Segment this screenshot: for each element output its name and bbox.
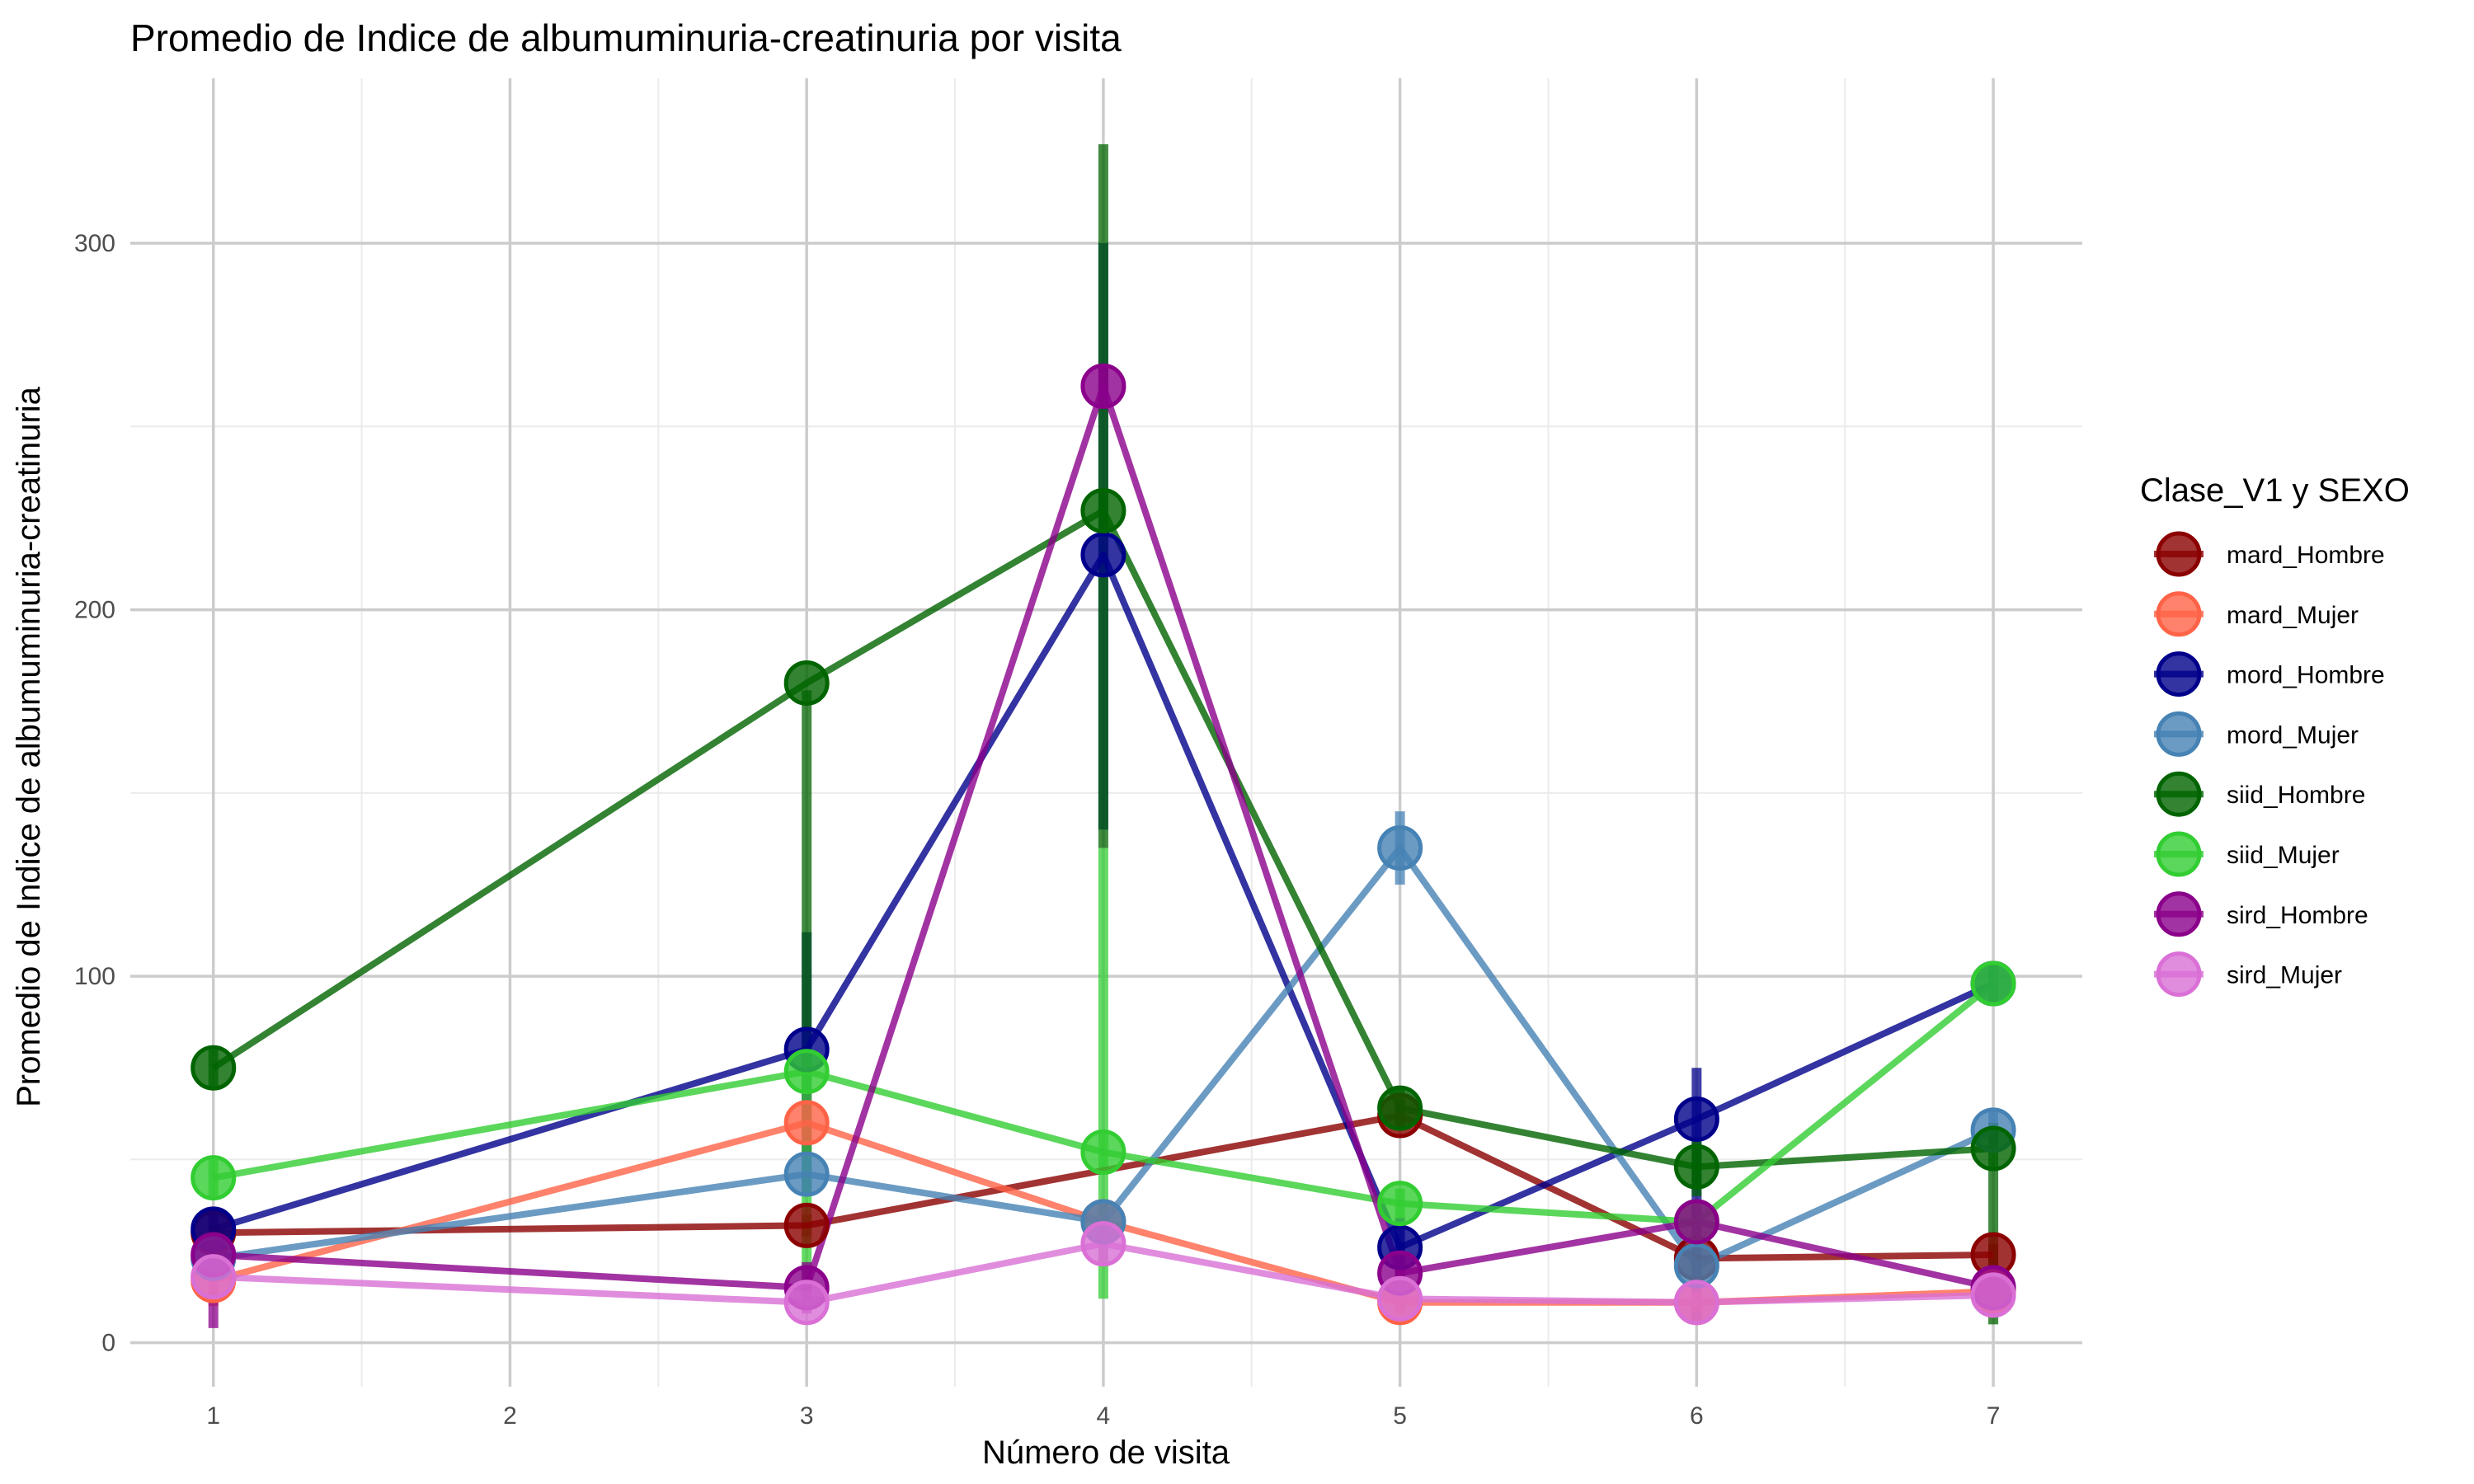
- legend-items: mard_Hombre mard_Mujer mord_Hombre mord_Muj…: [2154, 531, 2385, 998]
- data-point-siid_Mujer: [1970, 960, 2016, 1007]
- legend-item-mord_Mujer: mord_Mujer: [2154, 711, 2359, 757]
- legend-label: mard_Mujer: [2227, 602, 2359, 629]
- legend-label: sird_Hombre: [2227, 902, 2368, 929]
- series-lines: [211, 383, 1996, 1306]
- data-point-mord_Mujer: [1377, 825, 1423, 871]
- data-point-siid_Hombre: [1673, 1144, 1719, 1190]
- y-tick-label: 100: [74, 963, 115, 990]
- chart-title: Promedio de Indice de albumuminuria-crea…: [130, 16, 1122, 59]
- legend-key-point: [2156, 951, 2202, 998]
- legend-key-point: [2156, 591, 2202, 637]
- data-point-siid_Hombre: [1080, 488, 1126, 534]
- data-point-mord_Hombre: [1673, 1096, 1719, 1142]
- legend-label: mord_Mujer: [2227, 721, 2359, 749]
- legend: Clase_V1 y SEXO mard_Hombre mard_Mujermor…: [2140, 472, 2410, 998]
- legend-item-mord_Hombre: mord_Hombre: [2154, 651, 2385, 697]
- x-axis-ticks: 1 2 3 4 5 6 7: [206, 1402, 2000, 1430]
- data-point-siid_Mujer: [190, 1155, 237, 1201]
- legend-key-point: [2156, 531, 2202, 577]
- x-tick-label: 7: [1987, 1402, 2001, 1430]
- legend-item-siid_Hombre: siid_Hombre: [2154, 771, 2365, 817]
- data-point-mard_Hombre: [783, 1202, 830, 1248]
- legend-item-sird_Mujer: sird_Mujer: [2154, 951, 2342, 998]
- legend-label: siid_Mujer: [2227, 842, 2340, 869]
- data-point-mard_Mujer: [783, 1100, 830, 1146]
- data-point-siid_Mujer: [783, 1049, 830, 1095]
- series-line-sird_Hombre: [213, 383, 1994, 1291]
- x-tick-label: 2: [503, 1402, 517, 1430]
- series-line-mord_Mujer: [213, 844, 1995, 1270]
- y-tick-label: 200: [74, 597, 115, 624]
- series-line-sird_Mujer: [213, 1240, 1994, 1306]
- data-point-mord_Mujer: [783, 1151, 830, 1197]
- legend-item-siid_Mujer: siid_Mujer: [2154, 831, 2340, 877]
- y-tick-label: 0: [101, 1330, 115, 1357]
- data-point-siid_Hombre: [1377, 1085, 1423, 1131]
- data-point-sird_Hombre: [1080, 363, 1126, 409]
- data-point-sird_Mujer: [1080, 1221, 1126, 1267]
- legend-label: mard_Hombre: [2227, 542, 2385, 569]
- legend-title: Clase_V1 y SEXO: [2140, 472, 2410, 509]
- legend-label: mord_Hombre: [2227, 662, 2385, 689]
- legend-item-sird_Hombre: sird_Hombre: [2154, 891, 2368, 937]
- series-line-siid_Hombre: [211, 507, 1994, 1171]
- data-point-siid_Hombre: [190, 1045, 237, 1091]
- y-axis-ticks: 0 100 200 300: [74, 230, 115, 1357]
- data-point-mord_Hombre: [1080, 532, 1126, 578]
- data-point-sird_Hombre: [1673, 1199, 1719, 1245]
- data-point-sird_Mujer: [1970, 1272, 2016, 1318]
- data-point-siid_Mujer: [1377, 1181, 1423, 1227]
- legend-key-point: [2156, 771, 2202, 817]
- data-point-siid_Hombre: [783, 660, 830, 706]
- legend-item-mard_Mujer: mard_Mujer: [2154, 591, 2359, 637]
- series-points: [190, 363, 2016, 1326]
- x-tick-label: 4: [1097, 1402, 1111, 1430]
- legend-key-point: [2156, 711, 2202, 757]
- x-axis-title: Número de visita: [982, 1435, 1230, 1471]
- data-point-siid_Mujer: [1080, 1129, 1126, 1175]
- data-point-sird_Mujer: [1377, 1275, 1423, 1322]
- legend-label: siid_Hombre: [2227, 782, 2365, 809]
- legend-key-point: [2156, 891, 2202, 937]
- data-point-sird_Mujer: [190, 1254, 237, 1300]
- legend-label: sird_Mujer: [2227, 962, 2342, 989]
- data-point-sird_Mujer: [783, 1280, 830, 1326]
- x-tick-label: 5: [1393, 1402, 1407, 1430]
- legend-key-point: [2156, 651, 2202, 697]
- legend-item-mard_Hombre: mard_Hombre: [2154, 531, 2385, 577]
- series-line-siid_Mujer: [213, 980, 1996, 1225]
- data-point-sird_Mujer: [1673, 1280, 1719, 1326]
- legend-key-point: [2156, 831, 2202, 877]
- x-tick-label: 1: [206, 1402, 220, 1430]
- x-tick-label: 6: [1690, 1402, 1704, 1430]
- series-line-mord_Hombre: [212, 551, 1995, 1252]
- data-point-siid_Hombre: [1970, 1125, 2016, 1172]
- x-tick-label: 3: [800, 1402, 814, 1430]
- y-axis-title: Promedio de Indice de albumuminuria-crea…: [11, 386, 47, 1107]
- y-tick-label: 300: [74, 230, 115, 257]
